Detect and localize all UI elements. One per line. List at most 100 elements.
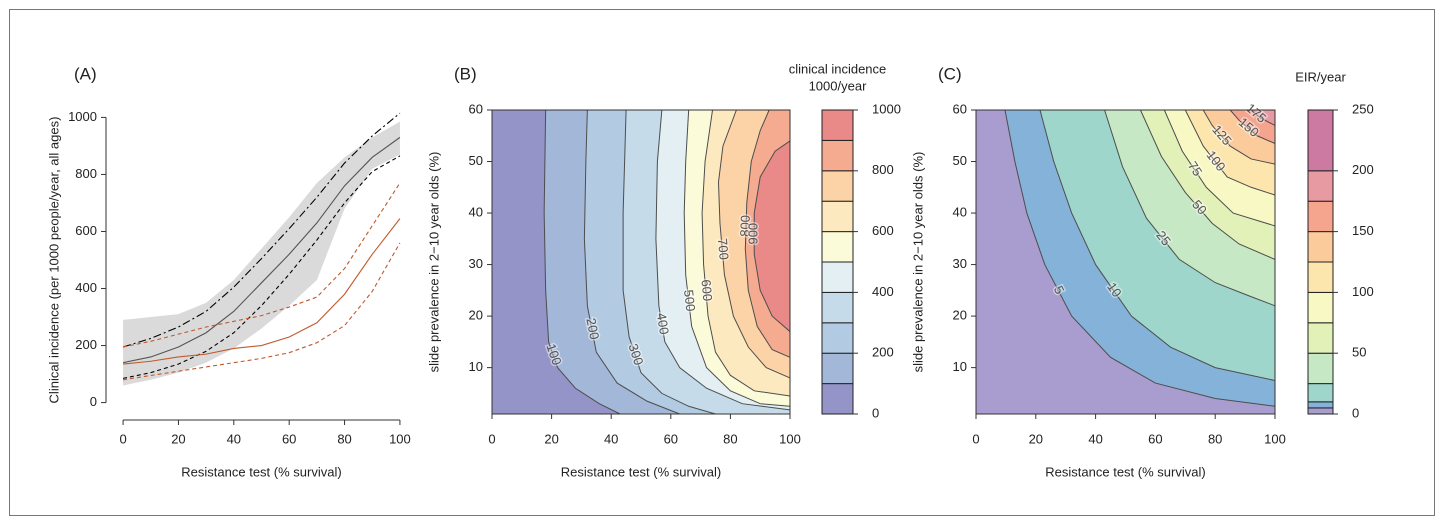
x-tick-label: 60 [282, 431, 296, 446]
x-axis-label: Resistance test (% survival) [561, 464, 721, 479]
y-tick-label: 200 [75, 337, 97, 352]
y-tick-label: 20 [953, 308, 967, 323]
contour-line [1039, 109, 1276, 381]
panel-label: (C) [938, 64, 962, 83]
colorbar-segment [1307, 352, 1334, 385]
colorbar-segment [1307, 261, 1334, 293]
y-tick-label: 50 [469, 153, 483, 168]
colorbar-tick-label: 400 [872, 284, 894, 299]
colorbar-tick-label: 200 [872, 345, 894, 360]
colorbar-title: clinical incidence [789, 61, 887, 76]
contour-line [717, 109, 791, 379]
series-line [122, 242, 401, 381]
colorbar-segment [821, 231, 854, 263]
colorbar-segment [1307, 170, 1334, 202]
x-tick-label: 40 [1088, 431, 1102, 446]
x-tick-label: 80 [1208, 431, 1222, 446]
panel-label: (B) [454, 64, 477, 83]
contour-label: 600 [698, 279, 715, 302]
colorbar-segment [1307, 231, 1334, 263]
x-tick-label: 100 [779, 431, 801, 446]
series-line [122, 112, 401, 348]
y-axis-label: slide prevalence in 2−10 year olds (%) [426, 152, 441, 373]
figure-frame [9, 9, 1435, 516]
y-tick-label: 400 [75, 280, 97, 295]
contour-label: 700 [715, 238, 732, 261]
colorbar-segment [821, 139, 854, 172]
colorbar-segment [1307, 407, 1334, 415]
x-tick-label: 20 [171, 431, 185, 446]
x-axis-label: Resistance test (% survival) [1045, 464, 1205, 479]
y-tick-label: 50 [953, 153, 967, 168]
colorbar-segment [821, 352, 854, 385]
contour-line [744, 109, 791, 358]
contour-line [683, 109, 791, 407]
colorbar-tick-label: 600 [872, 223, 894, 238]
colorbar-segment [1307, 200, 1334, 233]
contour-label: 500 [681, 289, 698, 312]
colorbar-segment [1307, 383, 1334, 403]
contour-label: 400 [654, 312, 672, 336]
colorbar-tick-label: 1000 [872, 101, 901, 116]
y-tick-label: 800 [75, 166, 97, 181]
contour-line [543, 109, 621, 415]
y-tick-label: 60 [953, 101, 967, 116]
y-tick-label: 20 [469, 308, 483, 323]
colorbar-title: 1000/year [809, 78, 867, 93]
contour-line [655, 109, 791, 411]
y-tick-label: 30 [953, 256, 967, 271]
colorbar-segment [1307, 291, 1334, 324]
colorbar-segment [821, 322, 854, 354]
x-tick-label: 0 [488, 431, 495, 446]
y-tick-label: 1000 [68, 109, 97, 124]
x-tick-label: 0 [972, 431, 979, 446]
contour-line [1004, 109, 1276, 407]
colorbar-tick-label: 200 [1352, 162, 1374, 177]
colorbar-tick-label: 100 [1352, 284, 1374, 299]
series-line [122, 136, 401, 364]
contour-fill [1251, 110, 1275, 126]
y-axis-label: slide prevalence in 2−10 year olds (%) [910, 152, 925, 373]
uncertainty-band [123, 121, 400, 386]
contour-line [1104, 109, 1276, 307]
contour-line [1184, 109, 1276, 196]
contour-line [1163, 109, 1276, 227]
x-tick-label: 100 [389, 431, 411, 446]
contour-line [583, 109, 680, 415]
series-line [122, 182, 401, 348]
contour-line [1139, 109, 1276, 260]
colorbar-segment [1307, 109, 1334, 172]
y-tick-label: 40 [469, 204, 483, 219]
colorbar-tick-label: 0 [872, 405, 879, 420]
plot-frame [975, 109, 1276, 415]
x-tick-label: 40 [227, 431, 241, 446]
x-tick-label: 80 [337, 431, 351, 446]
y-tick-label: 0 [90, 394, 97, 409]
contour-line [622, 109, 716, 415]
contour-line [701, 109, 791, 397]
x-tick-label: 100 [1264, 431, 1286, 446]
colorbar-segment [821, 109, 854, 141]
y-axis-label: Clinical incidence (per 1000 people/year… [46, 117, 61, 404]
contour-label: 800 [737, 215, 753, 237]
contour-fill [754, 140, 790, 332]
colorbar-tick-label: 50 [1352, 345, 1366, 360]
x-tick-label: 20 [1029, 431, 1043, 446]
colorbar-tick-label: 800 [872, 162, 894, 177]
colorbar-title: EIR/year [1295, 69, 1346, 84]
colorbar-segment [821, 261, 854, 293]
colorbar-segment [821, 170, 854, 202]
x-tick-label: 0 [119, 431, 126, 446]
contour-line [753, 140, 791, 332]
x-tick-label: 60 [664, 431, 678, 446]
contour-label: 900 [746, 223, 761, 245]
contour-line [1250, 109, 1276, 126]
colorbar-segment [821, 200, 854, 233]
panel-label: (A) [74, 64, 97, 83]
plot-frame [491, 109, 791, 415]
series-line [123, 218, 401, 365]
y-tick-label: 40 [953, 204, 967, 219]
colorbar-segment [821, 291, 854, 324]
colorbar-segment [821, 383, 854, 415]
